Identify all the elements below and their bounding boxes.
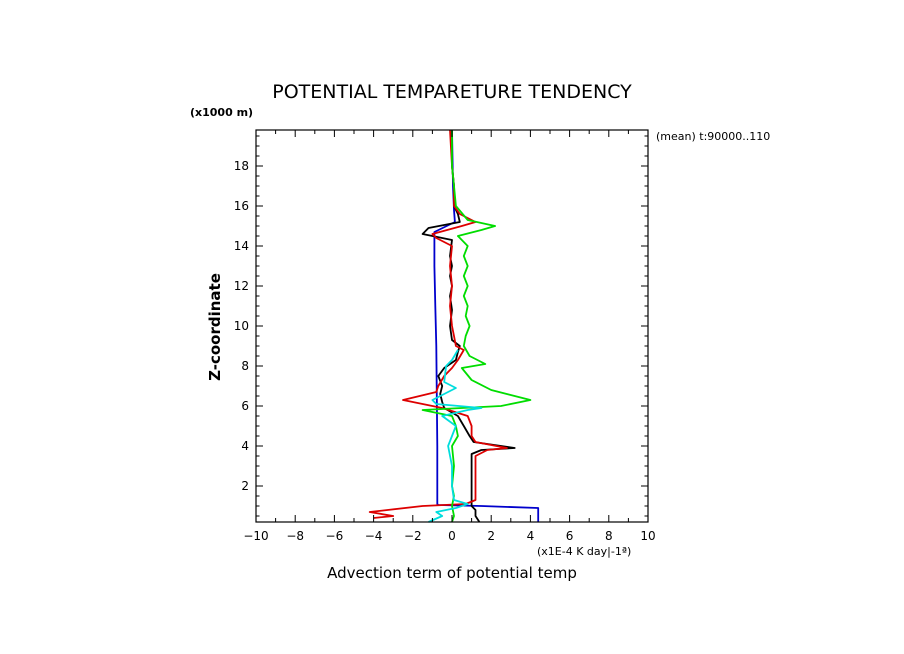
series-line-2 — [421, 130, 516, 523]
x-tick-label: −6 — [326, 529, 344, 543]
x-tick-label: 6 — [566, 529, 574, 543]
x-tick-label: 8 — [605, 529, 613, 543]
y-unit-label: (x1000 m) — [190, 106, 253, 119]
y-tick-label: 14 — [234, 239, 249, 253]
y-tick-label: 8 — [241, 359, 249, 373]
x-tick-label: −8 — [286, 529, 304, 543]
chart-subtitle: (mean) t:90000..110 — [656, 130, 770, 143]
x-tick-label: −4 — [365, 529, 383, 543]
x-unit-label: (x1E-4 K day|-1ª) — [537, 545, 631, 558]
series-line-3 — [368, 129, 508, 519]
x-tick-label: 10 — [640, 529, 655, 543]
y-axis-title: Z-coordinate — [206, 273, 224, 381]
x-tick-label: −10 — [243, 529, 268, 543]
axes: −10 −8 −6 −4 −2 0 2 4 6 8 10 2 4 6 8 10 12 14 16 18 — [234, 130, 656, 543]
series-line-1 — [433, 129, 540, 522]
x-tick-label: −2 — [404, 529, 422, 543]
series-line-4 — [421, 130, 532, 523]
y-tick-label: 6 — [241, 399, 249, 413]
x-axis-title: Advection term of potential temp — [327, 564, 577, 582]
y-tick-label: 10 — [234, 319, 249, 333]
y-tick-label: 2 — [241, 479, 249, 493]
y-tick-label: 18 — [234, 159, 249, 173]
plot-frame — [255, 129, 649, 523]
x-tick-label: 0 — [448, 529, 456, 543]
x-tick-label: 2 — [487, 529, 495, 543]
y-tick-label: 4 — [241, 439, 249, 453]
series-line-5 — [428, 349, 483, 523]
chart-title: POTENTIAL TEMPARETURE TENDENCY — [272, 81, 632, 103]
series-layer — [368, 129, 540, 523]
y-tick-label: 12 — [234, 279, 249, 293]
x-tick-label: 4 — [527, 529, 535, 543]
y-tick-label: 16 — [234, 199, 249, 213]
